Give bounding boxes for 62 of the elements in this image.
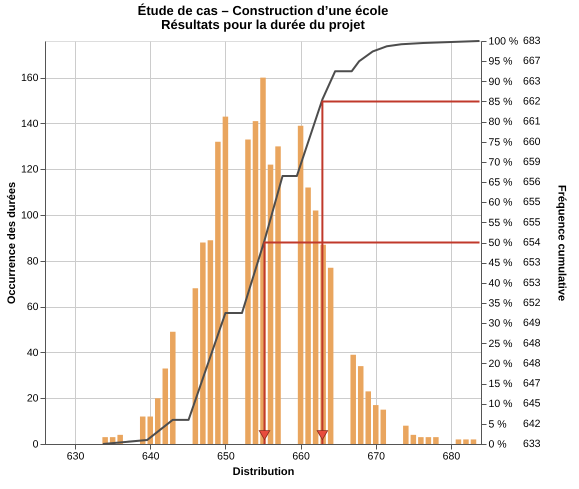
text: 661 (523, 116, 541, 128)
x-tick-label: 680 (442, 450, 460, 462)
text: 654 (523, 236, 541, 248)
y2-tick-label: 80 % (488, 116, 512, 128)
y2-tick-label: 20 % (488, 358, 512, 370)
chart-subtitle: Résultats pour la durée du projet (161, 17, 366, 32)
text: 645 (523, 398, 541, 410)
y2-tick-label: 85 % (488, 96, 512, 108)
y2-tick-label: 55 % (488, 216, 512, 229)
x-axis-title: Distribution (232, 466, 295, 478)
text: 649 (523, 317, 541, 330)
y-tick-label: 140 (20, 118, 39, 130)
text: 662 (523, 95, 541, 108)
y2-tick-label: 10 % (488, 398, 512, 410)
y-tick-label: 60 (26, 301, 39, 314)
y2-tick-label: 15 % (488, 378, 512, 390)
text: 648 (523, 357, 541, 370)
y-tick-label: 20 (26, 392, 39, 405)
y2-tick-label: 45 % (488, 257, 512, 270)
y2-tick-label: 60 % (488, 196, 512, 209)
y2-tick-label: 70 % (488, 156, 512, 168)
text: 683 (523, 35, 541, 47)
y2-tick-label: 30 % (488, 318, 512, 330)
y-axis-title: Occurrence des durées (6, 182, 18, 304)
x-tick-label: 640 (142, 450, 160, 462)
chart-title: Étude de cas – Construction d’une école (138, 3, 388, 18)
text: 642 (523, 418, 541, 430)
y-tick-label: 40 (26, 346, 39, 359)
text: 663 (523, 75, 541, 88)
text: 656 (523, 176, 541, 188)
x-tick-label: 660 (292, 450, 310, 462)
y2-tick-label: 50 % (488, 237, 512, 249)
y-tick-label: 120 (20, 164, 39, 176)
y2-tick-label: 0 % (488, 438, 507, 450)
y2-tick-label: 100 % (488, 36, 518, 48)
y2-tick-label: 40 % (488, 277, 512, 290)
text: 655 (523, 196, 541, 208)
y2-tick-label: 35 % (488, 297, 512, 310)
y2-tick-label: 25 % (488, 338, 512, 350)
x-tick-label: 650 (217, 450, 235, 462)
y-tick-label: 160 (20, 72, 39, 84)
text: 655 (523, 216, 541, 228)
text: 653 (523, 256, 541, 269)
y-tick-label: 80 (26, 255, 39, 268)
y2-tick-label: 95 % (488, 56, 512, 68)
x-tick-label: 670 (367, 450, 386, 462)
text: 667 (523, 55, 541, 68)
x-tick-label: 630 (66, 450, 84, 462)
y-tick-label: 0 (32, 438, 39, 450)
text: 653 (523, 276, 541, 289)
y-tick-label: 100 (20, 210, 39, 222)
y2-tick-label: 90 % (488, 76, 512, 88)
text: 647 (523, 378, 541, 390)
text: 648 (523, 337, 541, 350)
y2-axis-title: Fréquence cumulative (555, 184, 568, 302)
y2-tick-label: 65 % (488, 176, 512, 189)
text: 659 (523, 156, 541, 168)
y2-tick-label: 5 % (488, 418, 507, 430)
text: 660 (523, 136, 541, 148)
y2-tick-label: 75 % (488, 136, 512, 148)
text: 633 (523, 438, 541, 450)
text: 652 (523, 296, 541, 309)
